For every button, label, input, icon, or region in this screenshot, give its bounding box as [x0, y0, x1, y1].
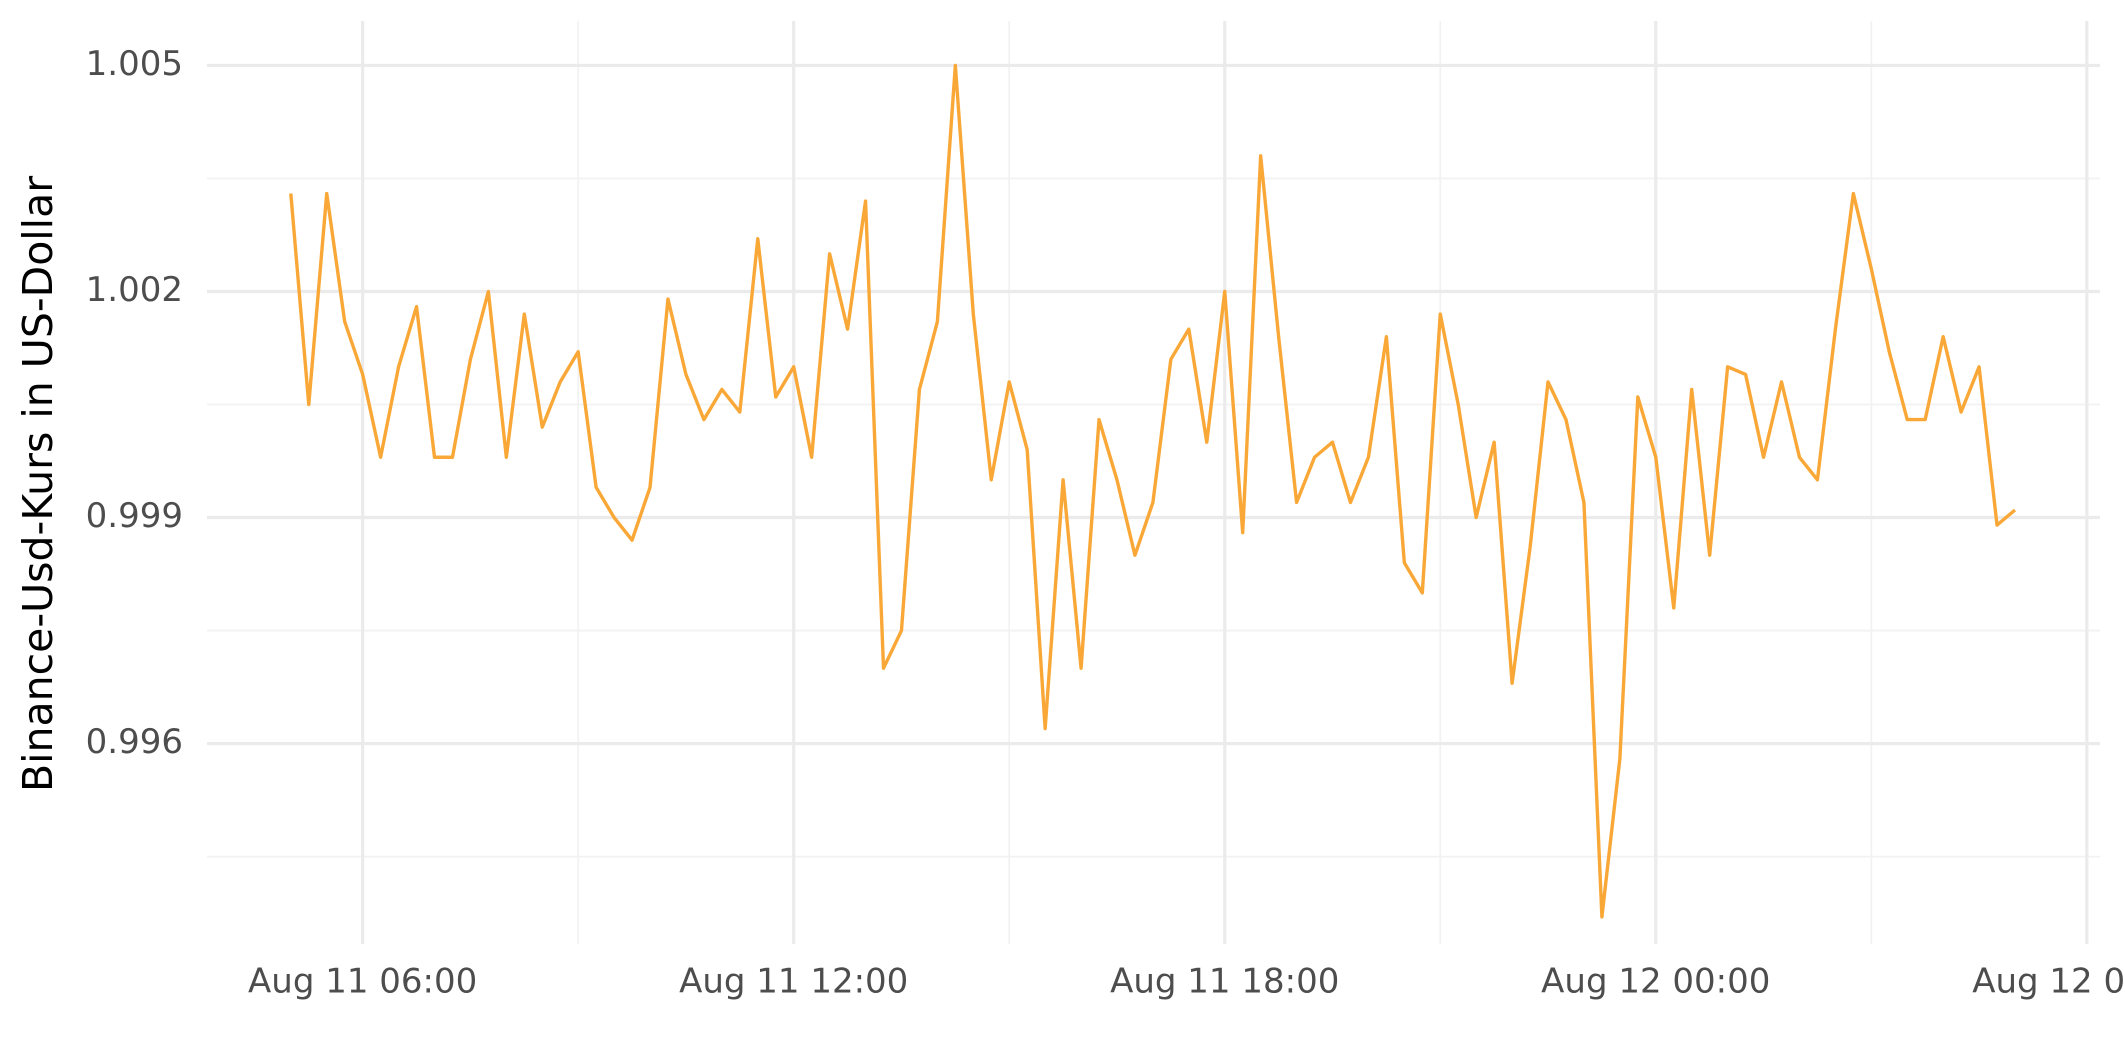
line-series — [289, 63, 2017, 919]
y-axis-title: Binance-Usd-Kurs in US-Dollar — [14, 176, 62, 792]
x-tick-label: Aug 12 00:00 — [1541, 962, 1770, 1002]
x-tick-label: Aug 11 18:00 — [1110, 962, 1339, 1002]
y-tick-label: 1.002 — [86, 270, 183, 310]
y-tick-label: 0.999 — [86, 496, 183, 536]
x-tick-label: Aug 11 06:00 — [248, 962, 477, 1002]
x-tick-label: Aug 12 06:00 — [1972, 962, 2125, 1002]
x-tick-label: Aug 11 12:00 — [679, 962, 908, 1002]
y-tick-label: 0.996 — [86, 722, 183, 762]
y-tick-label: 1.005 — [86, 44, 183, 84]
